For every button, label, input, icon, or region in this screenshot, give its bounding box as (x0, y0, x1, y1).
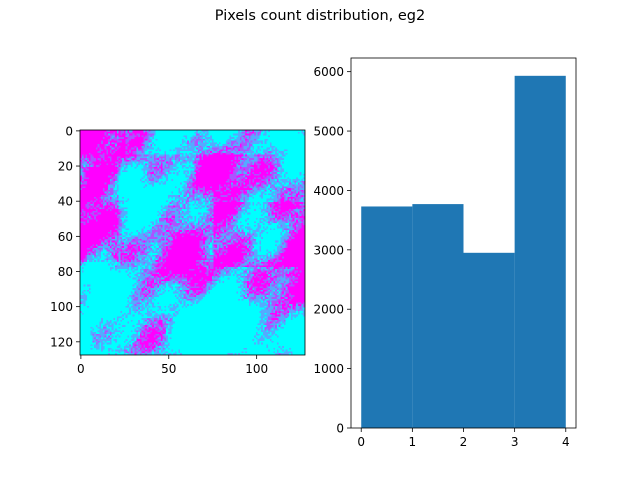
histogram-bar (463, 252, 515, 428)
heatmap-image (80, 130, 305, 355)
histogram-y-tick-label: 5000 (313, 125, 344, 139)
histogram-y-tick-label: 6000 (313, 65, 344, 79)
histogram-x-tick-label: 1 (409, 435, 417, 449)
heatmap-x-axis: 0 50 100 (77, 355, 268, 376)
histogram-y-tick-label: 0 (336, 422, 344, 436)
histogram-bar (514, 75, 566, 428)
heatmap-panel: 0 50 100 0 20 40 60 80 100 120 (50, 124, 306, 376)
histogram-y-axis: 0 1000 2000 3000 4000 5000 6000 (313, 65, 351, 436)
heatmap-y-tick-label: 20 (58, 160, 73, 174)
histogram-panel: 0 1 2 3 4 0 1000 2000 3000 4000 5000 6000 (313, 57, 577, 449)
histogram-bar (412, 204, 464, 428)
heatmap-x-tick-label: 100 (245, 362, 268, 376)
histogram-x-tick-label: 3 (511, 435, 519, 449)
histogram-y-tick-label: 1000 (313, 362, 344, 376)
heatmap-frame (79, 129, 306, 356)
histogram-y-tick-label: 2000 (313, 303, 344, 317)
histogram-x-tick-label: 2 (460, 435, 468, 449)
histogram-bar (361, 206, 413, 428)
histogram-x-tick-label: 4 (562, 435, 570, 449)
heatmap-x-tick-label: 50 (161, 362, 176, 376)
histogram-x-tick-label: 0 (357, 435, 365, 449)
heatmap-y-axis: 0 20 40 60 80 100 120 (50, 124, 80, 349)
figure-title: Pixels count distribution, eg2 (214, 8, 426, 24)
histogram-x-axis: 0 1 2 3 4 (357, 428, 570, 449)
heatmap-y-tick-label: 80 (58, 265, 73, 279)
histogram-y-tick-label: 4000 (313, 184, 344, 198)
histogram-y-tick-label: 3000 (313, 243, 344, 257)
heatmap-y-tick-label: 40 (58, 195, 73, 209)
heatmap-y-tick-label: 100 (50, 300, 73, 314)
heatmap-y-tick-label: 60 (58, 230, 73, 244)
histogram-bars (361, 75, 566, 428)
heatmap-y-tick-label: 0 (65, 124, 73, 138)
heatmap-x-tick-label: 0 (77, 362, 85, 376)
heatmap-y-tick-label: 120 (50, 335, 73, 349)
